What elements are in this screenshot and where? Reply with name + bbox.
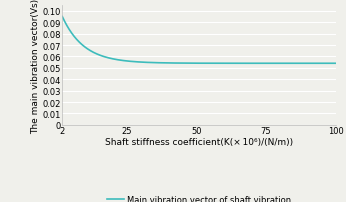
Main vibration vector of shaft vibration (74, 38, 78, 41)
Main vibration vector of shaft vibration (186, 63, 190, 65)
Main vibration vector of shaft vibration (275, 63, 280, 65)
Main vibration vector of shaft vibration (326, 63, 330, 65)
Main vibration vector of shaft vibration (326, 63, 330, 65)
Line: Main vibration vector of shaft vibration: Main vibration vector of shaft vibration (62, 17, 336, 64)
X-axis label: Shaft stiffness coefficient(K(× 10⁶)/(N/m)): Shaft stiffness coefficient(K(× 10⁶)/(N/… (105, 137, 293, 146)
Main vibration vector of shaft vibration (60, 16, 64, 19)
Main vibration vector of shaft vibration (334, 63, 338, 65)
Main vibration vector of shaft vibration (193, 63, 197, 65)
Legend: Main vibration vector of shaft vibration: Main vibration vector of shaft vibration (103, 191, 294, 202)
Y-axis label: The main vibration vector(Vs): The main vibration vector(Vs) (30, 0, 39, 133)
